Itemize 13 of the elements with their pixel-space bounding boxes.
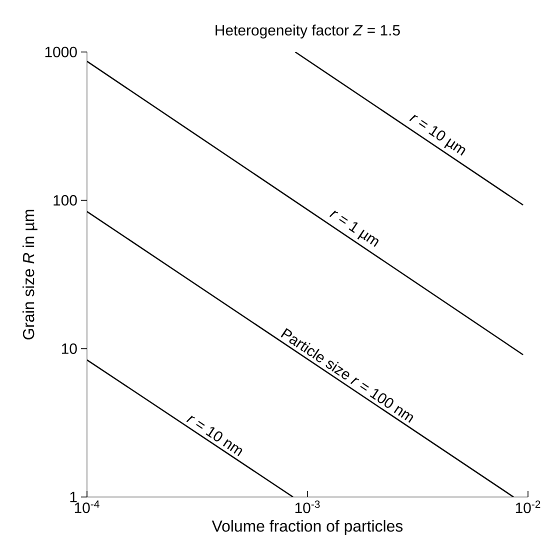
text: r = 1 µm [329,210,378,247]
y-tick-label: 1000 [45,46,77,58]
x-tick-label: 10$^{-3}$ [295,500,320,514]
y-axis-title: Grain size R in µm [22,210,38,340]
chart-title: Heterogeneity factor Z = 1.5 [216,24,400,38]
text: r = 10 µm [409,114,466,156]
y-tick-label: 10 [62,343,77,354]
x-tick-label: 10$^{-2}$ [516,500,540,514]
y-tick-label: 1 [70,492,77,502]
x-axis-title: Volume fraction of particles [212,520,403,535]
x-tick-label: 10$^{-4}$ [74,500,100,514]
text: r = 10 nm [186,416,242,456]
y-tick-label: 100 [54,195,77,206]
